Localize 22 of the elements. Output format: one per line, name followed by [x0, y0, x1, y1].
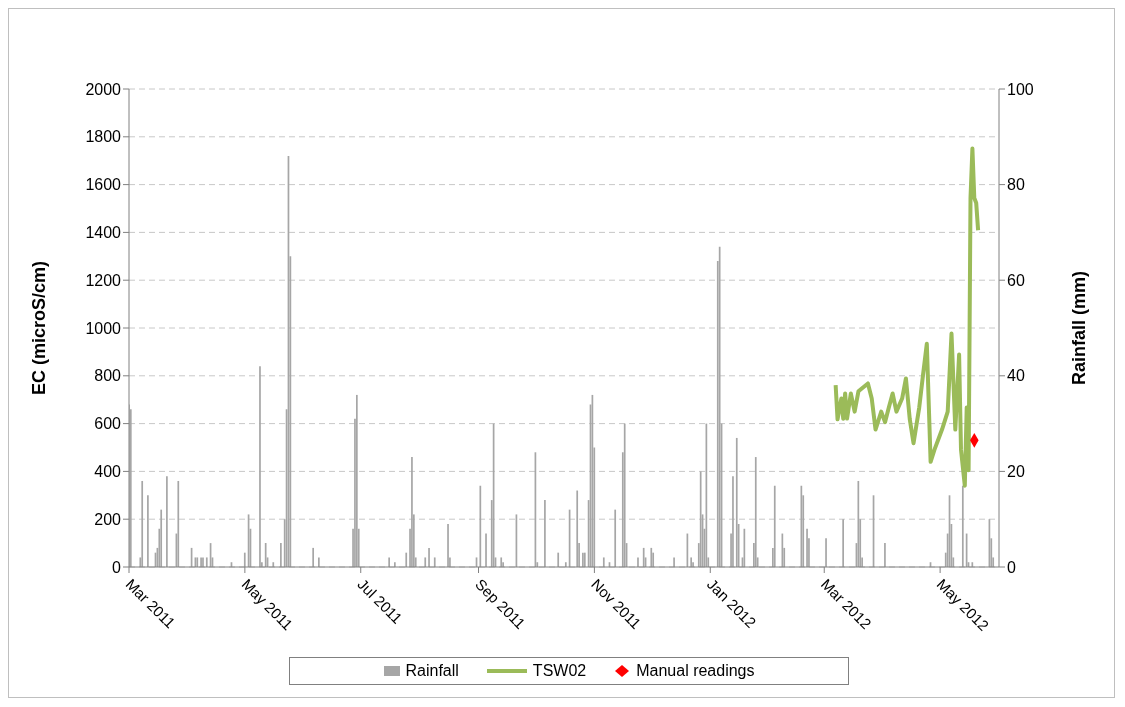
y-axis-title: EC (microS/cm): [29, 260, 50, 396]
y2-tick-label: 100: [1007, 80, 1034, 98]
y-tick-label: 2000: [85, 80, 122, 98]
y-tick-label: 1800: [85, 128, 122, 146]
legend-label: Manual readings: [635, 662, 755, 680]
y-tick-label: 1200: [85, 271, 122, 289]
y-tick-label: 200: [94, 510, 122, 528]
y-tick-label: 1000: [85, 319, 122, 337]
y-tick-label: 1600: [85, 176, 122, 194]
y2-tick-label: 20: [1007, 463, 1025, 481]
legend-label: TSW02: [531, 662, 587, 680]
y2-tick-label: 0: [1007, 558, 1016, 576]
legend-label: Rainfall: [404, 662, 459, 680]
y2-tick-label: 40: [1007, 367, 1025, 385]
y2-tick-label: 80: [1007, 176, 1025, 194]
y-tick-label: 800: [94, 367, 122, 385]
y2-tick-label: 60: [1007, 271, 1025, 289]
y-tick-label: 600: [94, 415, 122, 433]
y-tick-label: 400: [94, 463, 122, 481]
y-tick-label: 1400: [85, 224, 122, 242]
y2-axis-title: Rainfall (mm): [1069, 270, 1090, 386]
y-tick-label: 0: [112, 558, 122, 576]
